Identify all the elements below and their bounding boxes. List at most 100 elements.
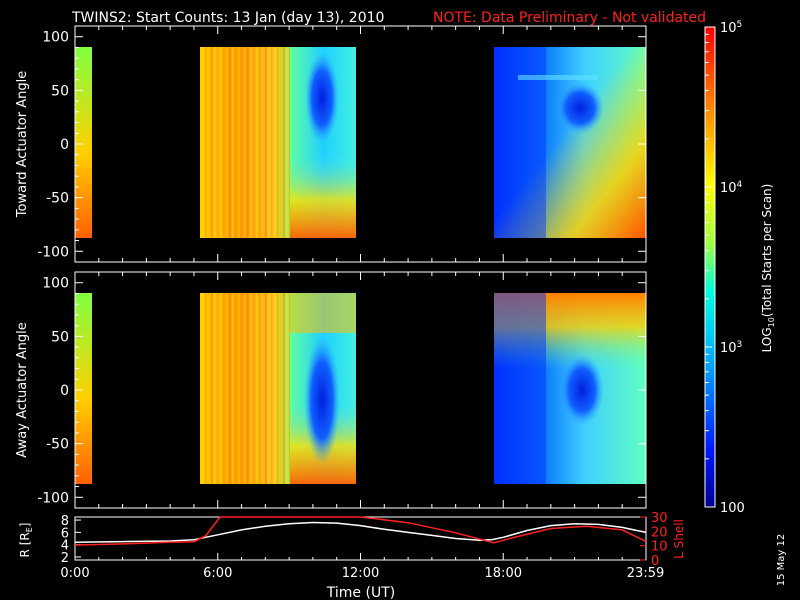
stripe bbox=[202, 47, 204, 238]
stripe bbox=[277, 293, 279, 484]
toward-late-depletion bbox=[556, 82, 604, 134]
stripe bbox=[250, 293, 252, 484]
stripe bbox=[274, 47, 276, 238]
stripe bbox=[244, 293, 246, 484]
stripe bbox=[259, 293, 261, 484]
stripe bbox=[250, 47, 252, 238]
time-axis-label: Time (UT) bbox=[326, 585, 395, 600]
x-tick-label: 12:00 bbox=[342, 566, 379, 581]
orbit-left-tick-label: 2 bbox=[61, 551, 69, 566]
stripe bbox=[247, 47, 249, 238]
stripe bbox=[241, 47, 243, 238]
stripe bbox=[259, 47, 261, 238]
orbit-left-tick-label: 6 bbox=[61, 526, 69, 541]
orbit-ylabel-left: R [RE] bbox=[18, 523, 34, 558]
stripe bbox=[211, 47, 213, 238]
stripe bbox=[238, 47, 240, 238]
y-tick-label: 50 bbox=[51, 329, 69, 345]
stripe bbox=[226, 293, 228, 484]
stripe bbox=[280, 293, 282, 484]
orbit-ylabel-right: L Shell bbox=[672, 519, 686, 559]
stripe bbox=[217, 47, 219, 238]
stripe bbox=[202, 293, 204, 484]
stripe bbox=[262, 47, 264, 238]
away-first-segment bbox=[75, 293, 92, 484]
orbit-right-tick-label: 0 bbox=[651, 554, 659, 569]
orbit-right-tick-label: 20 bbox=[651, 525, 668, 540]
stripe bbox=[205, 47, 207, 238]
y-tick-label: -100 bbox=[37, 244, 69, 260]
stripe bbox=[256, 47, 258, 238]
away-depletion bbox=[304, 336, 340, 464]
colorbar-tick-label: 103 bbox=[720, 340, 742, 356]
stripe bbox=[223, 293, 225, 484]
orbit-left-tick-label: 8 bbox=[61, 514, 69, 529]
stripe bbox=[226, 47, 228, 238]
away-stripes bbox=[202, 293, 291, 484]
stripe bbox=[286, 293, 288, 484]
preliminary-note: NOTE: Data Preliminary - Not validated bbox=[433, 10, 706, 26]
l-shell-line bbox=[74, 516, 647, 546]
stripe bbox=[232, 293, 234, 484]
away-late-band bbox=[494, 293, 546, 484]
y-tick-label: 100 bbox=[42, 276, 69, 292]
orbit-right-tick-label: 10 bbox=[651, 540, 668, 555]
orbit-lines bbox=[74, 516, 647, 546]
colorbar-tick-label: 104 bbox=[720, 180, 743, 196]
x-tick-label: 6:00 bbox=[203, 566, 232, 581]
toward-stripes bbox=[202, 47, 291, 238]
stripe bbox=[283, 47, 285, 238]
y-tick-label: 0 bbox=[60, 137, 69, 153]
stripe bbox=[232, 47, 234, 238]
stripe bbox=[229, 293, 231, 484]
axes-layer: 100500-50-100100500-50-100246801020300:0… bbox=[37, 26, 668, 581]
orbit-left-tick-label: 4 bbox=[61, 539, 69, 554]
x-tick-label: 0:00 bbox=[60, 566, 89, 581]
toward-heatmap-panel bbox=[75, 47, 646, 238]
stripe bbox=[208, 47, 210, 238]
colorbar bbox=[704, 26, 716, 508]
y-tick-label: -50 bbox=[46, 437, 69, 453]
away-late-depletion bbox=[560, 354, 604, 426]
y-tick-label: 50 bbox=[51, 83, 69, 99]
stripe bbox=[277, 47, 279, 238]
stripe bbox=[205, 293, 207, 484]
stripe bbox=[220, 293, 222, 484]
stripe bbox=[238, 293, 240, 484]
plot-date-stamp: 15 May 12 bbox=[776, 534, 787, 586]
stripe bbox=[280, 47, 282, 238]
colorbar-tick-exponent: 3 bbox=[737, 340, 743, 350]
stripe bbox=[235, 47, 237, 238]
r-distance-line bbox=[74, 521, 647, 543]
stripe bbox=[271, 47, 273, 238]
stripe bbox=[241, 293, 243, 484]
y-tick-label: 0 bbox=[60, 383, 69, 399]
stripe bbox=[244, 47, 246, 238]
orbit-right-tick-label: 30 bbox=[651, 511, 668, 526]
stripe bbox=[220, 47, 222, 238]
toward-first-segment bbox=[75, 47, 92, 238]
stripe bbox=[286, 47, 288, 238]
x-tick-label: 23:59 bbox=[627, 566, 664, 581]
stripe bbox=[256, 293, 258, 484]
stripe bbox=[265, 47, 267, 238]
toward-late-line bbox=[518, 75, 598, 80]
stripe bbox=[247, 293, 249, 484]
stripe bbox=[223, 47, 225, 238]
stripe bbox=[274, 293, 276, 484]
stripe bbox=[208, 293, 210, 484]
stripe bbox=[268, 293, 270, 484]
figure-title: TWINS2: Start Counts: 13 Jan (day 13), 2… bbox=[71, 10, 384, 26]
x-tick-label: 18:00 bbox=[485, 566, 522, 581]
stripe bbox=[289, 47, 291, 238]
stripe bbox=[211, 293, 213, 484]
toward-depletion bbox=[305, 52, 339, 144]
stripe bbox=[253, 293, 255, 484]
away-ylabel: Away Actuator Angle bbox=[15, 322, 30, 457]
colorbar-tick-exponent: 5 bbox=[737, 20, 743, 30]
stripe bbox=[262, 293, 264, 484]
y-tick-label: -50 bbox=[46, 191, 69, 207]
stripe bbox=[229, 47, 231, 238]
toward-ylabel: Toward Actuator Angle bbox=[15, 71, 30, 218]
